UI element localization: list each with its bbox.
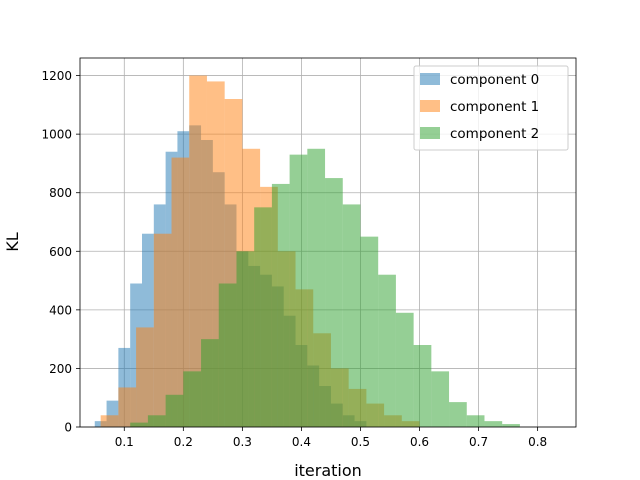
y-tick-label: 800 <box>49 186 72 200</box>
y-tick-label: 200 <box>49 362 72 376</box>
histogram-bar <box>413 345 432 427</box>
histogram-bar <box>307 148 326 428</box>
histogram-bar <box>395 312 414 427</box>
x-tick-label: 0.6 <box>410 435 429 449</box>
legend: component 0 component 1 component 2 <box>413 65 569 151</box>
plot-frame <box>79 57 577 428</box>
histogram-bar <box>100 415 119 427</box>
histogram-bar <box>218 283 237 427</box>
histogram-bar <box>147 415 166 427</box>
histogram-bar <box>236 251 255 427</box>
y-tick-label: 1000 <box>41 128 72 142</box>
histogram-bar <box>153 233 172 427</box>
histogram-bar <box>466 415 485 427</box>
y-tick-label: 600 <box>49 245 72 259</box>
histogram-bar <box>271 183 290 427</box>
x-tick-label: 0.4 <box>292 435 311 449</box>
x-tick-label: 0.3 <box>233 435 252 449</box>
y-axis-ticks: 0 200 400 600 800 1000 1200 <box>41 69 80 435</box>
legend-label-1: component 1 <box>450 99 539 115</box>
y-axis-label: KL <box>3 232 22 251</box>
histogram-bar <box>201 339 219 427</box>
x-axis-ticks: 0.1 0.2 0.3 0.4 0.5 0.6 0.7 0.8 <box>115 427 547 449</box>
series-2-bars <box>130 148 520 428</box>
histogram-bar <box>431 371 450 427</box>
x-tick-label: 0.2 <box>174 435 193 449</box>
histogram-bar <box>325 178 343 427</box>
legend-label-0: component 0 <box>450 72 539 88</box>
y-tick-label: 400 <box>49 303 72 317</box>
histogram-bar <box>378 274 396 427</box>
x-tick-label: 0.5 <box>351 435 370 449</box>
histogram-bar <box>165 394 184 427</box>
x-tick-label: 0.8 <box>528 435 547 449</box>
histogram-bar <box>360 236 379 427</box>
histogram-bar <box>171 157 190 428</box>
histogram-bar <box>254 207 272 427</box>
histogram-bar <box>484 421 503 427</box>
histogram-bar <box>130 422 148 427</box>
x-axis-label: iteration <box>294 461 362 480</box>
histogram-bar <box>136 327 154 427</box>
histogram-bar <box>106 400 119 427</box>
histogram-bar <box>183 371 202 427</box>
legend-box <box>413 65 569 151</box>
x-tick-label: 0.7 <box>469 435 488 449</box>
histogram-bar <box>502 424 520 427</box>
histogram-bars <box>94 75 520 428</box>
histogram-bar <box>449 402 467 427</box>
legend-label-2: component 2 <box>450 126 539 142</box>
y-tick-label: 0 <box>64 421 72 435</box>
histogram-bar <box>118 387 137 427</box>
histogram-bar <box>289 154 308 427</box>
legend-swatch-0 <box>420 73 440 85</box>
y-tick-label: 1200 <box>41 69 72 83</box>
legend-swatch-1 <box>420 100 440 112</box>
legend-swatch-2 <box>420 127 440 139</box>
x-tick-label: 0.1 <box>115 435 134 449</box>
histogram-bar <box>342 204 361 427</box>
